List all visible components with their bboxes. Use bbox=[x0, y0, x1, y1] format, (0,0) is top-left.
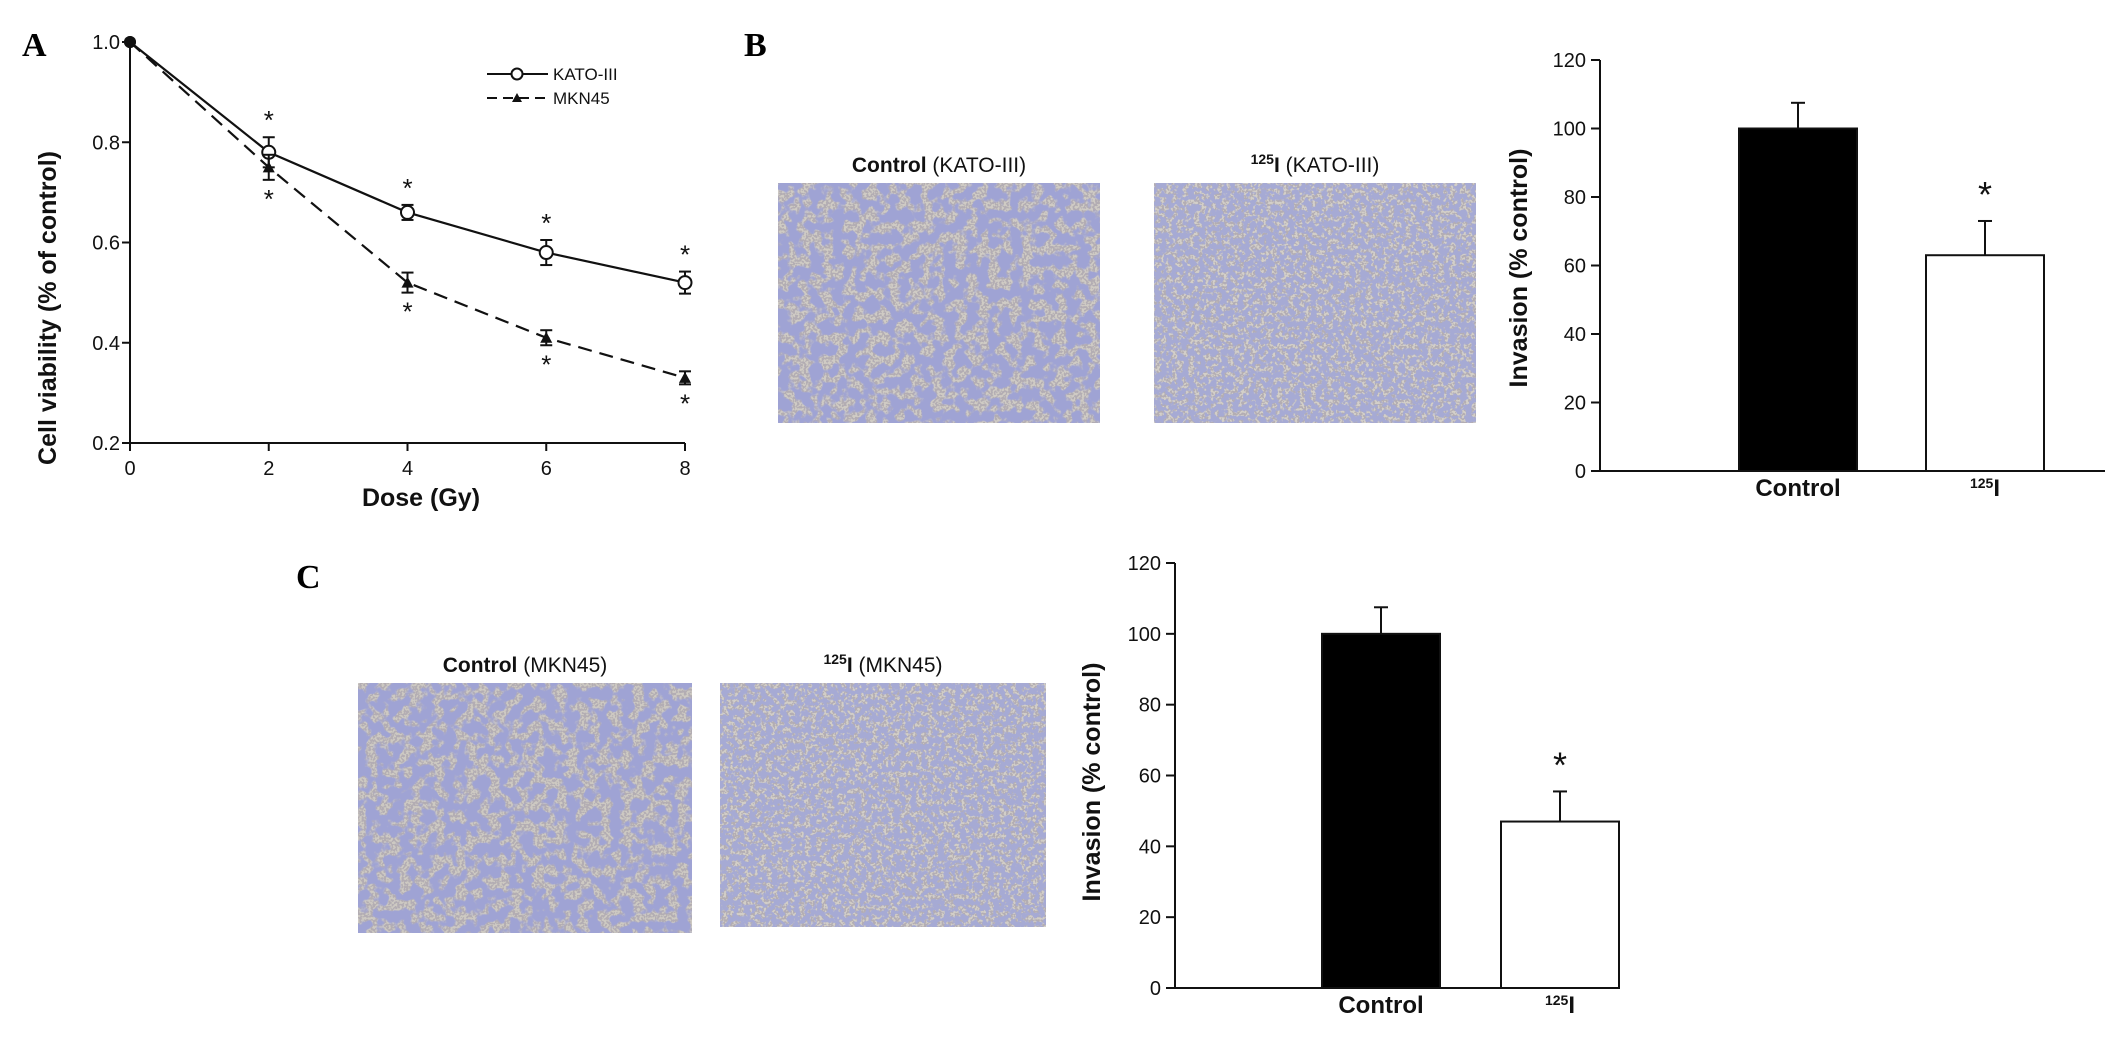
bar-control bbox=[1738, 127, 1858, 472]
x-axis-title: Dose (Gy) bbox=[362, 484, 480, 512]
invasion-ticks-kato: 0 20 40 60 80 100 120 bbox=[1553, 50, 1600, 483]
micrograph-label: 125I (KATO-III) bbox=[1251, 151, 1380, 177]
data-point bbox=[679, 371, 691, 383]
significance-marker: * bbox=[264, 105, 274, 135]
category-label: 125I bbox=[1545, 992, 1575, 1019]
micrograph-label: Control (MKN45) bbox=[443, 654, 608, 677]
significance-marker: * bbox=[680, 240, 690, 270]
category-label: Control bbox=[1755, 475, 1840, 502]
x-tick-label: 2 bbox=[263, 458, 274, 480]
x-tick-label: 4 bbox=[402, 458, 413, 480]
legend-entry: MKN45 bbox=[553, 89, 610, 108]
y-axis-title: Invasion (% control) bbox=[1078, 663, 1106, 902]
data-point bbox=[677, 275, 693, 291]
y-tick-label: 40 bbox=[1139, 836, 1161, 858]
y-tick-label: 60 bbox=[1564, 256, 1586, 278]
legend: KATO-III MKN45 bbox=[487, 65, 618, 108]
y-axis-title: Cell viability (% of control) bbox=[34, 151, 62, 465]
panel-label-a: A bbox=[22, 27, 47, 64]
data-point bbox=[400, 204, 415, 220]
bar-control bbox=[1321, 632, 1441, 989]
invasion-chart-mkn: 0 20 40 60 80 100 120 Control * 125I Invasion (%… bbox=[1078, 553, 1620, 1019]
y-tick-label: 0.2 bbox=[92, 433, 120, 455]
significance-marker: * bbox=[402, 173, 412, 203]
data-point bbox=[540, 331, 553, 343]
y-tick-label: 40 bbox=[1564, 324, 1586, 346]
x-tick-label: 6 bbox=[541, 458, 552, 480]
invasion-bars-kato: Control * 125I bbox=[1738, 101, 2045, 502]
y-tick-label: 100 bbox=[1553, 119, 1586, 141]
micrograph-kato-control: Control (KATO-III) bbox=[778, 154, 1100, 423]
y-tick-label: 0.8 bbox=[92, 132, 120, 154]
y-tick-label: 20 bbox=[1139, 907, 1161, 929]
y-axis-title: Invasion (% control) bbox=[1505, 149, 1533, 388]
y-tick-label: 80 bbox=[1564, 187, 1586, 209]
data-point bbox=[124, 36, 136, 48]
category-label: Control bbox=[1338, 992, 1423, 1019]
data-point bbox=[262, 161, 275, 173]
significance-marker: * bbox=[264, 184, 274, 214]
y-tick-label: 0 bbox=[1150, 978, 1161, 1000]
category-superscript: 125 bbox=[1970, 475, 1994, 491]
category-name: Control bbox=[1755, 475, 1840, 502]
category-name: I bbox=[1568, 992, 1575, 1019]
y-tick-label: 120 bbox=[1128, 553, 1161, 575]
y-tick-label: 100 bbox=[1128, 624, 1161, 646]
x-tick-label: 8 bbox=[679, 458, 690, 480]
invasion-ticks-mkn: 0 20 40 60 80 100 120 bbox=[1128, 553, 1175, 1000]
y-tick-label: 0 bbox=[1575, 461, 1586, 483]
invasion-chart-kato: 0 20 40 60 80 100 120 Control * 125I Invasion (%… bbox=[1505, 50, 2105, 502]
significance-marker: * bbox=[1553, 744, 1567, 785]
significance-marker: * bbox=[541, 349, 551, 379]
category-name: Control bbox=[1338, 992, 1423, 1019]
x-tick-label: 0 bbox=[124, 458, 135, 480]
legend-marker bbox=[510, 67, 524, 81]
dose-response-chart: 0 2 4 6 80.20.40.60.81.0 ******** Dose (Gy) … bbox=[34, 32, 693, 512]
bar-treated bbox=[1925, 254, 2045, 472]
micrograph-label: Control (KATO-III) bbox=[852, 154, 1026, 177]
y-tick-label: 60 bbox=[1139, 766, 1161, 788]
legend-marker bbox=[512, 93, 522, 102]
invasion-bars-mkn: Control * 125I bbox=[1321, 606, 1620, 1019]
y-tick-label: 120 bbox=[1553, 50, 1586, 72]
y-tick-label: 80 bbox=[1139, 695, 1161, 717]
y-tick-label: 0.4 bbox=[92, 333, 120, 355]
data-point bbox=[538, 245, 554, 261]
data-point bbox=[401, 276, 414, 288]
legend-entry: KATO-III bbox=[553, 65, 618, 84]
micrograph-kato-treated: 125I (KATO-III) bbox=[1154, 151, 1476, 423]
micrograph-mkn-treated: 125I (MKN45) bbox=[720, 651, 1046, 927]
y-tick-label: 20 bbox=[1564, 393, 1586, 415]
micrograph-mkn-control: Control (MKN45) bbox=[358, 654, 692, 933]
dose-response-ticks: 0 2 4 6 8 0.2 0.4 0.6 0.8 1.0 bbox=[92, 32, 690, 480]
significance-marker: * bbox=[402, 297, 412, 327]
micrograph-label: 125I (MKN45) bbox=[823, 651, 942, 677]
category-name: I bbox=[1993, 475, 2000, 502]
panel-label-c: C bbox=[296, 559, 321, 596]
panel-label-b: B bbox=[744, 27, 767, 64]
significance-marker: * bbox=[541, 208, 551, 238]
category-label: 125I bbox=[1970, 475, 2000, 502]
dose-response-series: * * * * * * * * bbox=[124, 36, 693, 418]
category-superscript: 125 bbox=[1545, 992, 1569, 1008]
y-tick-label: 1.0 bbox=[92, 32, 120, 54]
bar-treated bbox=[1500, 820, 1620, 990]
significance-marker: * bbox=[680, 388, 690, 418]
y-tick-label: 0.6 bbox=[92, 233, 120, 255]
significance-marker: * bbox=[1978, 174, 1992, 215]
